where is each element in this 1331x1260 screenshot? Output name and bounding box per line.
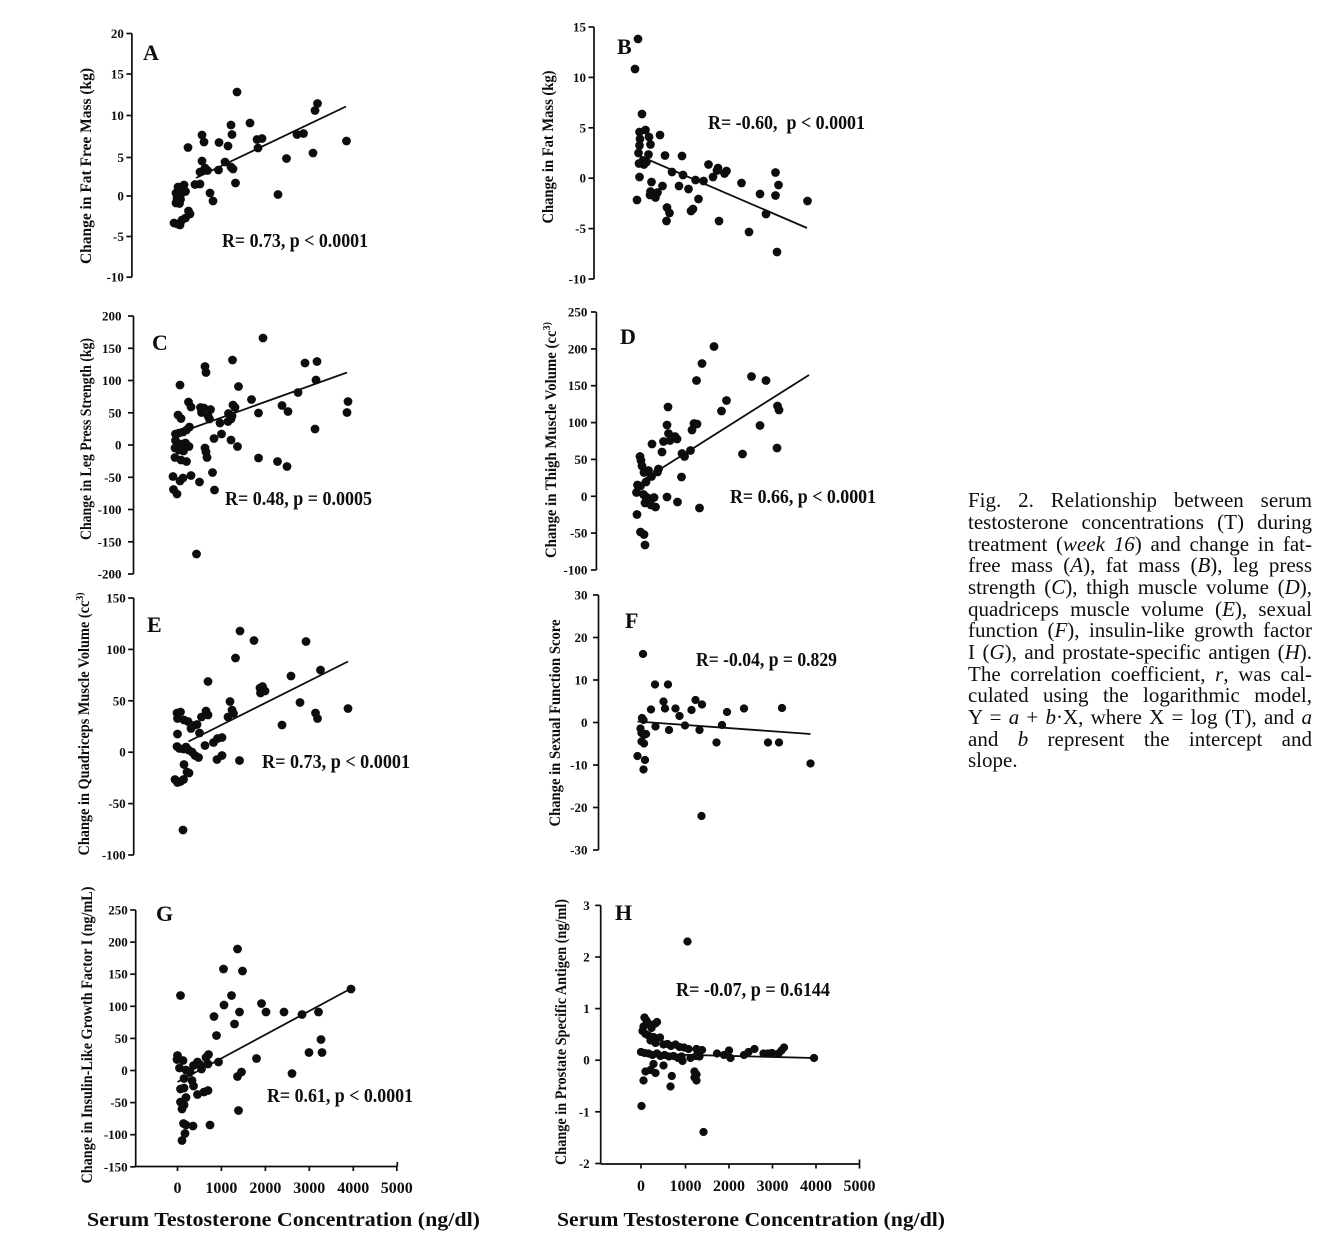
svg-text:3: 3 [583, 898, 590, 913]
svg-text:2000: 2000 [713, 1178, 745, 1195]
svg-text:Change in Prostate Specific An: Change in Prostate Specific Antigen (ng/… [553, 899, 570, 1165]
svg-text:R= 0.48, p = 0.0005: R= 0.48, p = 0.0005 [225, 488, 372, 510]
svg-text:F: F [625, 608, 638, 633]
svg-text:150: 150 [102, 341, 122, 356]
svg-text:5: 5 [117, 150, 124, 165]
svg-text:-10: -10 [570, 758, 587, 773]
svg-text:1: 1 [583, 1001, 590, 1016]
svg-text:0: 0 [581, 715, 588, 730]
svg-text:0: 0 [637, 1178, 645, 1195]
svg-text:200: 200 [568, 341, 588, 356]
svg-text:3000: 3000 [293, 1180, 325, 1197]
svg-text:-100: -100 [104, 1127, 128, 1142]
svg-text:15: 15 [573, 20, 587, 35]
svg-text:Change in Fat Mass (kg): Change in Fat Mass (kg) [540, 71, 557, 224]
svg-text:50: 50 [109, 405, 122, 420]
svg-text:-10: -10 [107, 270, 124, 285]
svg-text:-50: -50 [104, 470, 121, 485]
svg-text:50: 50 [115, 1031, 128, 1046]
svg-text:-30: -30 [570, 843, 587, 858]
svg-text:R= 0.61, p < 0.0001: R= 0.61, p < 0.0001 [267, 1085, 413, 1107]
svg-text:Change in Thigh Muscle Volume: Change in Thigh Muscle Volume (cc3) [541, 322, 560, 558]
svg-text:4000: 4000 [337, 1180, 369, 1197]
svg-text:2000: 2000 [249, 1180, 281, 1197]
svg-text:-20: -20 [570, 800, 587, 815]
svg-text:Change in Fat Free Mass (kg): Change in Fat Free Mass (kg) [78, 68, 95, 264]
svg-text:-50: -50 [108, 796, 125, 811]
svg-text:50: 50 [574, 452, 587, 467]
svg-text:-50: -50 [110, 1095, 127, 1110]
svg-text:-5: -5 [113, 229, 124, 244]
svg-text:1000: 1000 [205, 1180, 237, 1197]
svg-text:20: 20 [111, 26, 124, 41]
svg-text:-100: -100 [98, 502, 122, 517]
svg-text:-2: -2 [579, 1156, 590, 1171]
svg-text:Change in Sexual Function Scor: Change in Sexual Function Score [547, 620, 564, 827]
svg-text:E: E [147, 612, 162, 637]
svg-text:-200: -200 [98, 567, 122, 582]
svg-text:Serum Testosterone Concentrati: Serum Testosterone Concentration (ng/dl) [557, 1209, 945, 1231]
svg-text:0: 0 [583, 1053, 590, 1068]
svg-text:-150: -150 [98, 534, 122, 549]
svg-text:10: 10 [573, 70, 586, 85]
svg-text:250: 250 [108, 903, 128, 918]
svg-text:0: 0 [581, 489, 588, 504]
svg-text:150: 150 [108, 967, 128, 982]
svg-text:0: 0 [117, 189, 124, 204]
svg-text:15: 15 [111, 67, 125, 82]
svg-text:5: 5 [580, 120, 587, 135]
svg-text:0: 0 [121, 1063, 128, 1078]
svg-text:5000: 5000 [844, 1178, 876, 1195]
svg-text:100: 100 [106, 642, 126, 657]
svg-text:100: 100 [102, 373, 122, 388]
svg-text:R= -0.60, p < 0.0001: R= -0.60, p < 0.0001 [708, 112, 865, 134]
svg-text:Change in Quadriceps Muscle Vo: Change in Quadriceps Muscle Volume (cc3) [74, 592, 93, 855]
svg-text:A: A [143, 40, 159, 65]
svg-text:-10: -10 [569, 272, 586, 287]
svg-text:50: 50 [113, 693, 126, 708]
svg-text:Serum Testosterone Concentrati: Serum Testosterone Concentration (ng/dl) [87, 1209, 480, 1231]
svg-text:150: 150 [106, 591, 126, 606]
svg-text:R= 0.66, p < 0.0001: R= 0.66, p < 0.0001 [730, 486, 876, 508]
svg-text:100: 100 [568, 415, 588, 430]
svg-text:1000: 1000 [670, 1178, 702, 1195]
svg-text:3000: 3000 [757, 1178, 789, 1195]
svg-text:20: 20 [575, 630, 588, 645]
svg-text:B: B [617, 34, 632, 59]
svg-text:100: 100 [108, 999, 128, 1014]
svg-text:R= 0.73, p < 0.0001: R= 0.73, p < 0.0001 [262, 751, 410, 773]
svg-text:-100: -100 [564, 563, 588, 578]
svg-text:30: 30 [575, 588, 588, 603]
svg-text:0: 0 [174, 1180, 182, 1197]
svg-text:-1: -1 [579, 1104, 590, 1119]
svg-text:Change in Leg Press Strength (: Change in Leg Press Strength (kg) [78, 338, 95, 540]
svg-text:0: 0 [119, 745, 126, 760]
svg-text:250: 250 [568, 305, 588, 320]
svg-text:D: D [620, 324, 636, 349]
svg-text:0: 0 [115, 438, 122, 453]
svg-text:2: 2 [583, 950, 590, 965]
svg-text:R= -0.07, p = 0.6144: R= -0.07, p = 0.6144 [676, 979, 830, 1001]
svg-text:H: H [615, 900, 632, 925]
svg-text:150: 150 [568, 378, 588, 393]
svg-text:C: C [152, 330, 168, 355]
svg-text:-150: -150 [104, 1159, 128, 1174]
svg-text:0: 0 [580, 171, 587, 186]
svg-text:5000: 5000 [381, 1180, 413, 1197]
svg-text:10: 10 [575, 673, 588, 688]
svg-text:G: G [156, 901, 173, 926]
svg-text:R= -0.04, p = 0.829: R= -0.04, p = 0.829 [696, 649, 837, 671]
svg-text:R= 0.73, p < 0.0001: R= 0.73, p < 0.0001 [222, 230, 368, 252]
svg-text:-5: -5 [575, 221, 586, 236]
svg-text:Change in Insulin-Like Growth: Change in Insulin-Like Growth Factor I (… [79, 887, 96, 1184]
svg-text:200: 200 [102, 309, 122, 324]
svg-text:4000: 4000 [800, 1178, 832, 1195]
svg-text:-100: -100 [102, 848, 126, 863]
svg-text:10: 10 [111, 108, 124, 123]
svg-text:200: 200 [108, 935, 128, 950]
svg-text:-50: -50 [570, 526, 587, 541]
